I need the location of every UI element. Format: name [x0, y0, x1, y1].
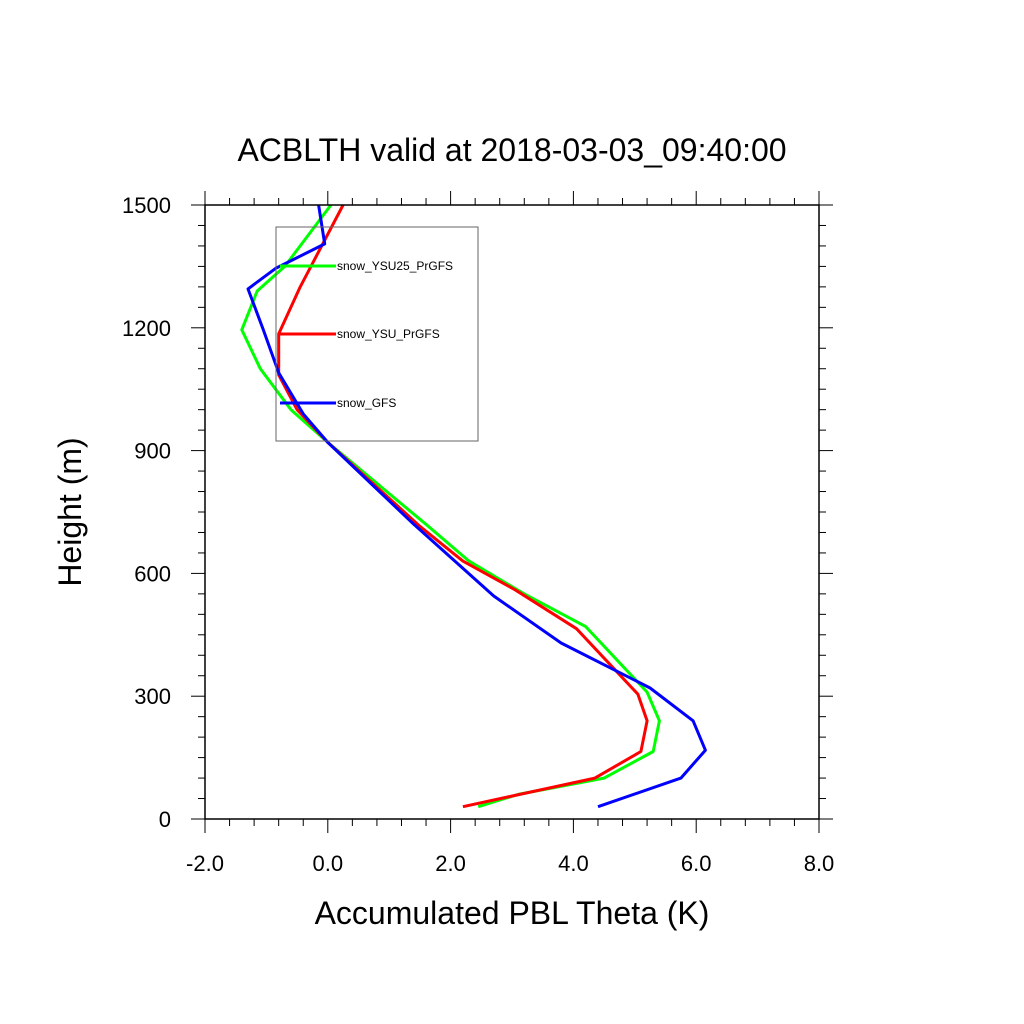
legend: snow_YSU25_PrGFS snow_YSU_PrGFS snow_GFS — [275, 226, 479, 442]
series-line-snow_YSU_PrGFS — [277, 204, 649, 809]
x-tick-label: 0.0 — [313, 851, 344, 876]
plot-frame — [204, 204, 820, 820]
x-tick-label: 6.0 — [681, 851, 712, 876]
legend-label: snow_YSU_PrGFS — [337, 327, 440, 341]
x-tick-label: 8.0 — [804, 851, 835, 876]
legend-box — [275, 226, 479, 442]
y-tick-label: 600 — [134, 561, 171, 586]
x-axis-label: Accumulated PBL Theta (K) — [315, 895, 710, 931]
legend-label: snow_YSU25_PrGFS — [337, 259, 453, 273]
y-tick-label: 1200 — [122, 316, 171, 341]
y-tick-label: 0 — [159, 807, 171, 832]
series-line-snow_YSU25_PrGFS — [240, 204, 661, 809]
axis-ticks: -2.0 0.0 2.0 4.0 6.0 8.0 0 300 600 900 1200 1500 — [122, 191, 834, 876]
x-tick-label: 2.0 — [435, 851, 466, 876]
series-line-snow_GFS — [246, 204, 707, 809]
y-tick-label: 1500 — [122, 193, 171, 218]
series-lines — [240, 204, 707, 809]
chart-title: ACBLTH valid at 2018-03-03_09:40:00 — [237, 132, 786, 168]
legend-label: snow_GFS — [337, 396, 396, 410]
y-tick-label: 300 — [134, 684, 171, 709]
y-tick-label: 900 — [134, 439, 171, 464]
x-tick-label: 4.0 — [558, 851, 589, 876]
x-tick-label: -2.0 — [186, 851, 224, 876]
y-axis-label: Height (m) — [52, 437, 88, 586]
